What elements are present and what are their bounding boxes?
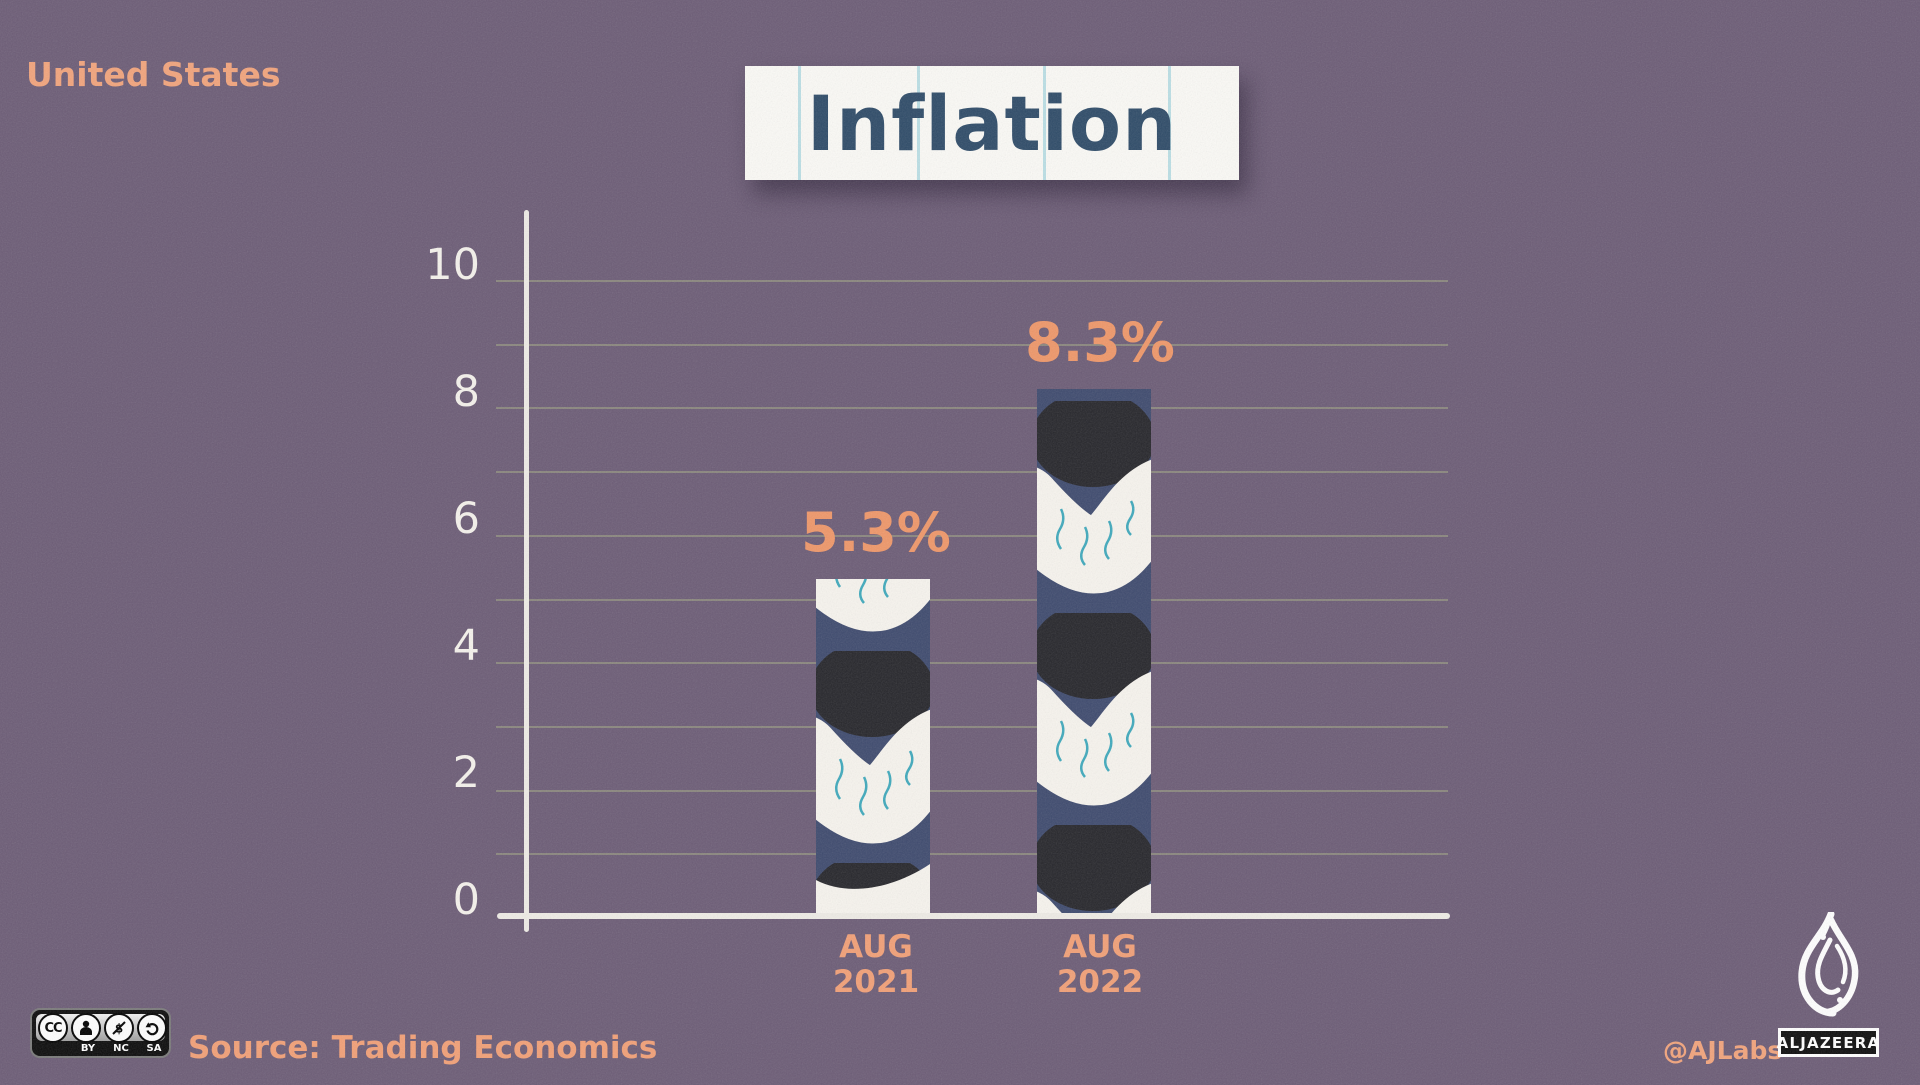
region-label: United States — [26, 55, 281, 94]
cc-by-label: BY — [80, 1043, 96, 1054]
y-axis-tick-label: 0 — [452, 875, 480, 925]
gridline — [496, 789, 1448, 792]
chart-title: Inflation — [806, 78, 1178, 168]
y-axis-tick-label: 2 — [452, 748, 480, 798]
aljazeera-wordmark: ALJAZEERA — [1776, 1033, 1881, 1052]
gridline — [496, 853, 1448, 856]
nc-no-dollar-icon: $ — [104, 1013, 134, 1043]
cc-license-badge: CC $ BY NC SA — [30, 1008, 171, 1058]
cc-icon-label: CC — [44, 1020, 62, 1036]
bar-aug-2022 — [1037, 389, 1151, 916]
gridline — [496, 598, 1448, 601]
cc-nc-label: NC — [113, 1043, 129, 1054]
y-axis-tick-label: 10 — [425, 240, 480, 290]
cc-sa-label: SA — [146, 1043, 162, 1054]
x-axis-category-label: AUG 2021 — [832, 929, 920, 1000]
gridline — [496, 471, 1448, 474]
title-box: Inflation — [745, 66, 1239, 180]
y-axis-tick-label: 8 — [452, 367, 480, 417]
credit-handle: @AJLabs — [1663, 1036, 1783, 1065]
bar-value-label: 5.3% — [801, 501, 951, 564]
x-axis-category-label: AUG 2022 — [1056, 929, 1144, 1000]
notebook-ruled-line — [798, 66, 801, 180]
x-axis-line — [497, 913, 1450, 919]
cc-icon: CC — [38, 1013, 68, 1043]
sa-share-alike-icon — [137, 1013, 167, 1043]
aljazeera-flame-logo — [1798, 912, 1859, 1017]
aljazeera-wordmark-box: ALJAZEERA — [1776, 1028, 1881, 1057]
y-axis-line — [524, 210, 529, 932]
source-label: Source: Trading Economics — [188, 1030, 658, 1066]
gridline — [496, 343, 1448, 346]
y-axis-tick-label: 4 — [452, 621, 480, 671]
bar-aug-2021 — [816, 579, 930, 916]
gridline — [496, 407, 1448, 410]
gridline — [496, 662, 1448, 665]
bar-value-label: 8.3% — [1025, 311, 1175, 374]
y-axis-tick-label: 6 — [452, 494, 480, 544]
by-person-icon — [71, 1013, 101, 1043]
gridline — [496, 280, 1448, 282]
gridline — [496, 725, 1448, 728]
gridline — [496, 534, 1448, 537]
